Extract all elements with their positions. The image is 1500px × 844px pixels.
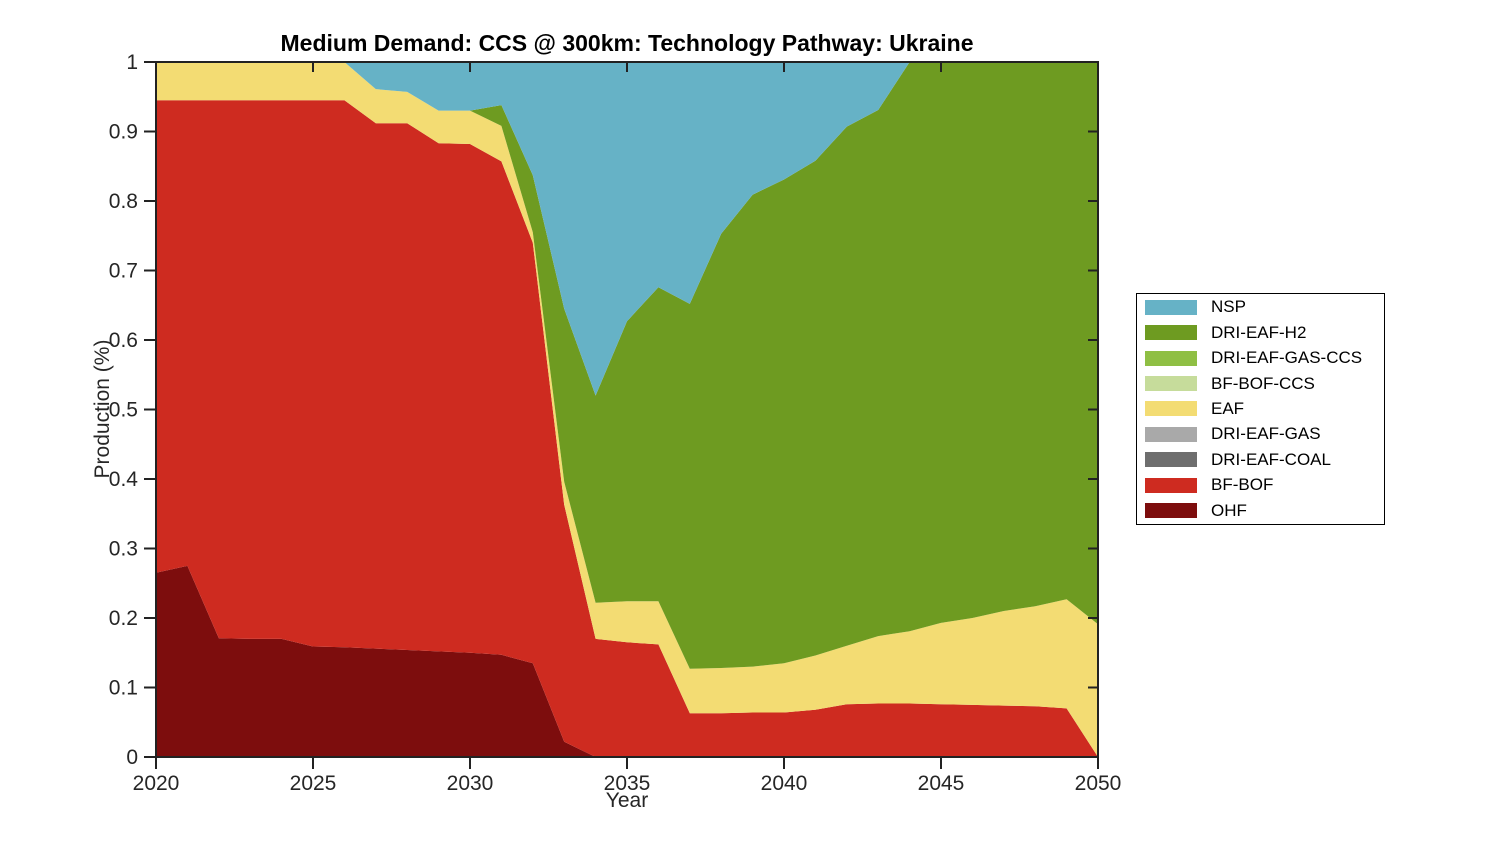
area-bf-bof	[156, 100, 1098, 757]
legend-label: EAF	[1211, 398, 1245, 418]
x-tick-label: 2035	[604, 772, 651, 795]
x-tick-label: 2020	[133, 772, 180, 795]
legend-swatch-dri-eaf-gas	[1145, 426, 1197, 442]
legend-item-dri-eaf-h2: DRI-EAF-H2	[1145, 321, 1384, 345]
legend-swatch-eaf	[1145, 401, 1197, 417]
y-tick-label: 0.9	[109, 121, 138, 144]
legend-item-bf-bof: BF-BOF	[1145, 473, 1384, 497]
chart-title: Medium Demand: CCS @ 300km: Technology P…	[280, 30, 974, 56]
y-tick-label: 0.6	[109, 329, 138, 352]
y-tick-label: 0.1	[109, 677, 138, 700]
legend-item-ohf: OHF	[1145, 499, 1384, 523]
legend-label: BF-BOF	[1211, 475, 1274, 495]
x-tick-label: 2045	[918, 772, 965, 795]
y-tick-label: 0.5	[109, 399, 138, 422]
area-dri-eaf-h2	[156, 62, 1098, 669]
legend-item-eaf: EAF	[1145, 397, 1384, 421]
y-tick-label: 0.3	[109, 538, 138, 561]
area-eaf	[156, 62, 1098, 757]
y-tick-label: 0.4	[109, 468, 139, 491]
x-tick-label: 2040	[761, 772, 808, 795]
legend-swatch-dri-eaf-gas-ccs	[1145, 350, 1197, 366]
x-tick-label: 2030	[447, 772, 494, 795]
area-ohf	[156, 565, 1098, 757]
legend-swatch-bf-bof-ccs	[1145, 376, 1197, 392]
legend-swatch-nsp	[1145, 299, 1197, 315]
legend-label: BF-BOF-CCS	[1211, 373, 1315, 393]
legend-swatch-dri-eaf-h2	[1145, 325, 1197, 341]
legend-label: DRI-EAF-GAS	[1211, 424, 1321, 444]
y-axis-label: Production (%)	[91, 339, 114, 479]
legend-label: DRI-EAF-GAS-CCS	[1211, 348, 1363, 368]
legend-item-nsp: NSP	[1145, 295, 1384, 319]
legend-item-dri-eaf-gas: DRI-EAF-GAS	[1145, 422, 1384, 446]
legend-swatch-dri-eaf-coal	[1145, 452, 1197, 468]
legend-swatch-ohf	[1145, 503, 1197, 519]
y-tick-label: 0	[126, 746, 138, 769]
legend-label: DRI-EAF-H2	[1211, 322, 1307, 342]
legend-box: NSP DRI-EAF-H2 DRI-EAF-GAS-CCS BF-BOF-CCS EA…	[1136, 293, 1385, 525]
x-axis-label: Year	[605, 789, 649, 812]
legend-label: NSP	[1211, 297, 1246, 317]
y-tick-label: 0.2	[109, 607, 138, 630]
legend-item-bf-bof-ccs: BF-BOF-CCS	[1145, 372, 1384, 396]
legend-label: DRI-EAF-COAL	[1211, 449, 1331, 469]
y-tick-label: 0.7	[109, 260, 138, 283]
y-tick-label: 1	[126, 51, 138, 74]
legend-item-dri-eaf-gas-ccs: DRI-EAF-GAS-CCS	[1145, 346, 1384, 370]
legend-item-dri-eaf-coal: DRI-EAF-COAL	[1145, 448, 1384, 472]
legend-swatch-bf-bof	[1145, 477, 1197, 493]
x-tick-label: 2025	[290, 772, 337, 795]
legend-label: OHF	[1211, 500, 1247, 520]
y-tick-label: 0.8	[109, 190, 138, 213]
area-nsp	[156, 62, 1098, 396]
x-tick-label: 2050	[1075, 772, 1122, 795]
